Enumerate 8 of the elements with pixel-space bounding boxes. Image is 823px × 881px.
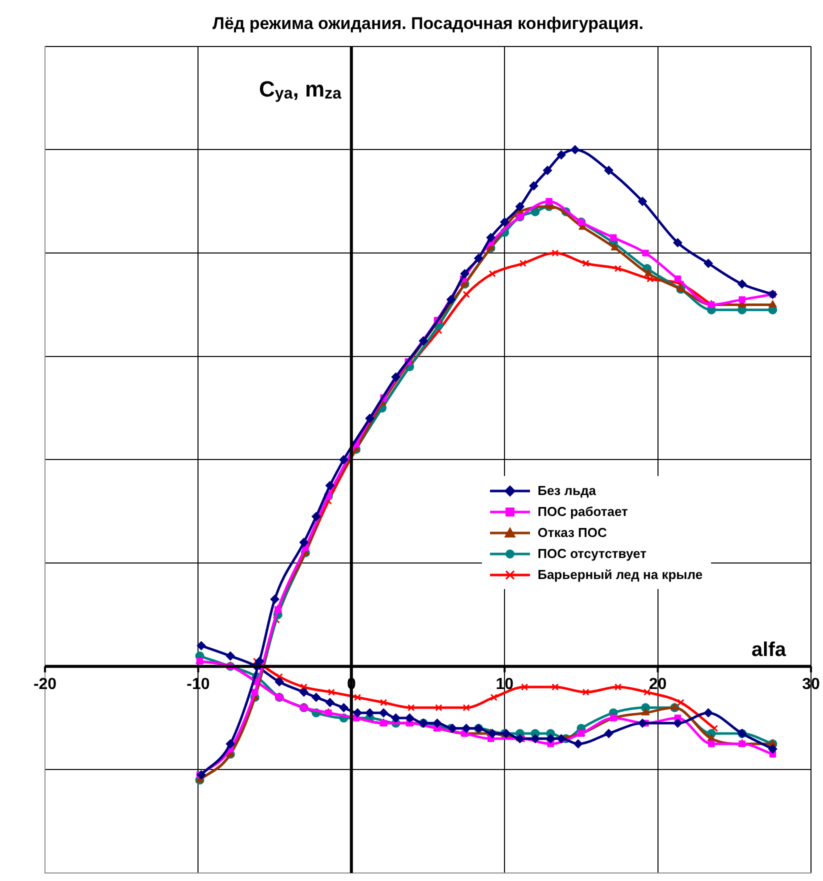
chart-title: Лёд режима ожидания. Посадочная конфигурация. <box>212 14 644 33</box>
legend-label: Без льда <box>538 483 596 498</box>
legend-label: ПОС отсутствует <box>538 546 646 562</box>
x-axis-title: alfa <box>752 638 787 661</box>
legend-label: Барьерный лед на крыле <box>538 567 703 582</box>
legend-label: Отказ ПОС <box>538 525 607 540</box>
legend-label: ПОС работает <box>538 504 628 520</box>
x-tick-label: -20 <box>33 676 57 693</box>
